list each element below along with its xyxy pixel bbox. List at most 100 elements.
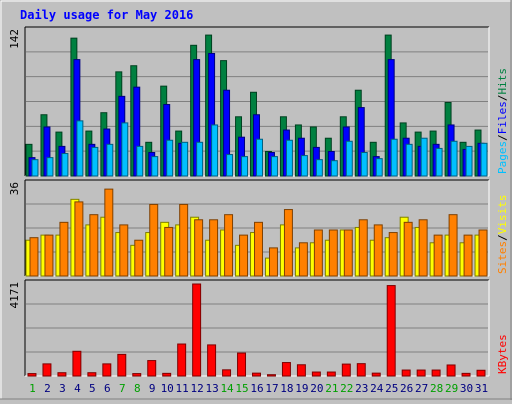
bar-kbytes-day-15 <box>237 352 247 377</box>
bar-sites-day-25 <box>388 232 398 277</box>
x-tick-label-day-19: 19 <box>295 382 308 395</box>
bar-pages-day-5 <box>91 146 99 177</box>
bar-sites-day-18 <box>283 209 293 277</box>
bar-pages-day-23 <box>360 152 368 177</box>
bar-kbytes-day-14 <box>222 369 232 377</box>
x-tick-label-day-3: 3 <box>59 382 66 395</box>
x-tick-label-day-7: 7 <box>119 382 126 395</box>
bar-sites-day-26 <box>403 221 413 277</box>
x-tick-label-day-9: 9 <box>149 382 156 395</box>
x-tick-label-day-6: 6 <box>104 382 111 395</box>
bar-sites-day-27 <box>418 219 428 277</box>
legend-separator: / <box>496 234 509 241</box>
bar-sites-day-9 <box>149 203 159 277</box>
legend-kbytes: KBytes <box>496 334 509 374</box>
bar-pages-day-30 <box>465 145 473 177</box>
bar-sites-day-17 <box>268 247 278 277</box>
x-tick-label-day-15: 15 <box>235 382 248 395</box>
x-tick-label-day-31: 31 <box>475 382 488 395</box>
bar-pages-day-17 <box>270 156 278 177</box>
bar-pages-day-14 <box>226 154 234 177</box>
bar-pages-day-13 <box>211 124 219 177</box>
bar-pages-day-9 <box>151 156 159 177</box>
bar-kbytes-day-21 <box>326 371 336 377</box>
x-tick-label-day-11: 11 <box>176 382 189 395</box>
legend-separator: / <box>496 134 509 141</box>
bar-pages-day-21 <box>330 160 338 177</box>
x-tick-label-day-24: 24 <box>370 382 384 395</box>
bar-kbytes-day-4 <box>72 350 82 377</box>
x-tick-label-day-29: 29 <box>445 382 458 395</box>
bar-pages-day-15 <box>241 156 249 177</box>
x-tick-label-day-1: 1 <box>29 382 36 395</box>
legend-separator: / <box>496 95 509 102</box>
bar-kbytes-day-29 <box>446 364 456 377</box>
bar-pages-day-29 <box>450 140 458 177</box>
bar-kbytes-day-25 <box>386 285 396 377</box>
bar-pages-day-2 <box>46 157 54 177</box>
legend-hits: Hits <box>496 68 509 95</box>
x-tick-label-day-10: 10 <box>161 382 174 395</box>
bar-pages-day-12 <box>196 141 204 177</box>
bar-pages-day-25 <box>390 138 398 177</box>
bar-kbytes-day-19 <box>296 364 306 377</box>
bar-kbytes-day-10 <box>162 372 172 377</box>
panel-legend: Pages/Files/Hits <box>496 68 509 174</box>
bar-pages-day-4 <box>76 120 84 177</box>
panel-legend: KBytes <box>496 334 509 374</box>
bar-sites-day-20 <box>313 229 323 277</box>
bar-pages-day-18 <box>285 139 293 177</box>
bar-kbytes-day-22 <box>341 363 351 377</box>
bar-sites-day-21 <box>328 229 338 277</box>
bar-kbytes-day-1 <box>27 373 37 377</box>
bar-pages-day-22 <box>345 140 353 177</box>
bar-sites-day-23 <box>358 219 368 277</box>
bar-sites-day-16 <box>254 221 263 277</box>
x-tick-label-day-20: 20 <box>310 382 323 395</box>
bar-sites-day-29 <box>448 214 458 277</box>
x-axis-labels: 1 2 3 4 5 6 7 8 9 10 11 12 13 14 15 16 17 18 19 20 21 22 23 24 2… <box>29 382 488 395</box>
x-tick-label-day-18: 18 <box>280 382 293 395</box>
x-tick-label-day-16: 16 <box>250 382 263 395</box>
bar-kbytes-day-30 <box>461 372 471 377</box>
bar-sites-day-24 <box>373 224 383 277</box>
bar-pages-day-11 <box>181 141 189 177</box>
bar-kbytes-day-31 <box>476 369 486 377</box>
y-max-label: 142 <box>8 29 21 49</box>
bar-sites-day-28 <box>433 234 443 277</box>
bar-pages-day-6 <box>106 143 114 177</box>
x-tick-label-day-30: 30 <box>460 382 473 395</box>
chart-panel-3: 4171 KBytes <box>8 279 509 377</box>
legend-visits: Visits <box>496 195 509 235</box>
bar-kbytes-day-13 <box>207 344 217 377</box>
legend-sites: Sites <box>496 241 509 274</box>
bar-pages-day-16 <box>256 138 263 177</box>
bar-kbytes-day-18 <box>281 362 291 377</box>
x-tick-label-day-21: 21 <box>325 382 338 395</box>
bar-kbytes-day-5 <box>87 372 97 377</box>
x-tick-label-day-28: 28 <box>430 382 443 395</box>
bar-kbytes-day-12 <box>192 283 202 377</box>
x-tick-label-day-25: 25 <box>385 382 398 395</box>
x-tick-label-day-13: 13 <box>205 382 218 395</box>
bar-sites-day-14 <box>224 214 234 277</box>
bar-kbytes-day-8 <box>132 373 142 377</box>
bar-kbytes-day-3 <box>57 372 67 377</box>
bar-sites-day-2 <box>44 234 54 277</box>
bar-pages-day-7 <box>121 122 129 177</box>
bar-pages-day-20 <box>315 159 323 177</box>
bar-sites-day-12 <box>194 219 204 277</box>
bar-pages-day-24 <box>375 158 383 177</box>
bar-pages-day-10 <box>166 139 174 177</box>
bar-kbytes-day-27 <box>416 369 426 377</box>
bar-kbytes-day-26 <box>401 369 411 377</box>
bar-pages-day-19 <box>300 155 308 177</box>
bar-pages-day-1 <box>31 159 39 177</box>
bar-sites-day-11 <box>179 203 189 277</box>
bar-kbytes-day-16 <box>252 372 261 377</box>
x-tick-label-day-27: 27 <box>415 382 428 395</box>
bar-kbytes-day-9 <box>147 360 157 377</box>
bar-pages-day-8 <box>136 145 144 177</box>
bar-pages-day-31 <box>480 142 488 177</box>
